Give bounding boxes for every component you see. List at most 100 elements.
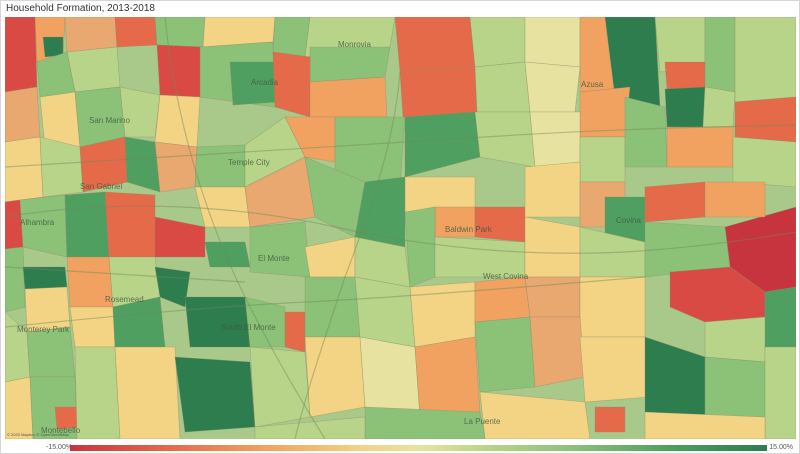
tract[interactable] <box>524 216 581 278</box>
tract[interactable] <box>5 136 44 203</box>
tract[interactable] <box>404 206 436 288</box>
tract[interactable] <box>272 17 311 58</box>
place-label-monterey-park: Monterey Park <box>17 325 70 334</box>
place-label-rosemead: Rosemead <box>105 295 144 304</box>
tract[interactable] <box>69 306 116 348</box>
place-label-alhambra: Alhambra <box>20 218 55 227</box>
tract[interactable] <box>184 296 251 348</box>
tract-layer[interactable] <box>5 17 796 439</box>
tract[interactable] <box>529 316 586 388</box>
tract[interactable] <box>734 96 796 143</box>
choropleth-map[interactable]: Monrovia Arcadia Azusa Alhambra San Gabr… <box>5 17 796 439</box>
tract[interactable] <box>272 51 311 118</box>
tract[interactable] <box>704 316 766 363</box>
tract[interactable] <box>5 376 34 439</box>
tract[interactable] <box>474 276 531 323</box>
tract[interactable] <box>5 17 38 93</box>
tract[interactable] <box>594 406 626 433</box>
place-label-covina: Covina <box>616 216 641 225</box>
tract[interactable] <box>734 17 796 103</box>
tract[interactable] <box>579 336 651 403</box>
tract[interactable] <box>154 141 198 193</box>
tract[interactable] <box>704 181 766 218</box>
tract[interactable] <box>469 17 526 68</box>
tract[interactable] <box>174 356 256 433</box>
place-label-san-marino: San Marino <box>89 116 130 125</box>
map-attribution: © 2020 Mapbox © OpenStreetMap <box>7 432 69 437</box>
tract[interactable] <box>114 17 158 48</box>
place-label-la-puente: La Puente <box>464 417 501 426</box>
tract[interactable] <box>204 241 251 268</box>
tract[interactable] <box>704 356 766 418</box>
tract[interactable] <box>524 61 581 113</box>
tract[interactable] <box>309 46 391 83</box>
tract[interactable] <box>154 216 206 258</box>
tract[interactable] <box>644 411 766 439</box>
road-layer <box>5 17 796 439</box>
tract[interactable] <box>194 186 251 228</box>
tract[interactable] <box>414 336 481 418</box>
tract[interactable] <box>42 36 64 58</box>
tract[interactable] <box>764 346 796 439</box>
tract[interactable] <box>664 61 706 90</box>
place-label-west-covina: West Covina <box>483 272 529 281</box>
place-label-montebello: Montebello <box>41 426 81 435</box>
tract[interactable] <box>154 266 191 308</box>
color-legend: -15.00% 15.00% <box>46 442 793 454</box>
tract[interactable] <box>474 61 531 113</box>
tract[interactable] <box>624 96 668 168</box>
tract[interactable] <box>644 181 706 223</box>
legend-gradient-bar <box>70 445 767 451</box>
place-label-temple-city: Temple City <box>228 158 270 167</box>
tract[interactable] <box>666 126 734 168</box>
place-label-el-monte: El Monte <box>258 254 290 263</box>
page-title: Household Formation, 2013-2018 <box>6 3 155 14</box>
tract[interactable] <box>114 346 181 439</box>
tract[interactable] <box>249 221 311 278</box>
place-label-san-gabriel: San Gabriel <box>80 182 122 191</box>
tract[interactable] <box>154 17 206 48</box>
tract[interactable] <box>156 44 204 98</box>
tract[interactable] <box>529 111 581 168</box>
tract[interactable] <box>26 326 76 378</box>
tract[interactable] <box>5 86 41 143</box>
tract[interactable] <box>399 66 478 118</box>
tract[interactable] <box>702 86 736 128</box>
legend-max-label: 15.00% <box>769 444 793 451</box>
tract[interactable] <box>732 136 796 188</box>
tract[interactable] <box>74 346 121 439</box>
tract[interactable] <box>579 276 646 338</box>
tract[interactable] <box>304 276 361 338</box>
tract[interactable] <box>479 391 591 439</box>
tract[interactable] <box>304 336 366 418</box>
tract[interactable] <box>66 46 121 93</box>
tract[interactable] <box>64 17 118 53</box>
legend-min-label: -15.00% <box>46 444 73 451</box>
tract[interactable] <box>354 276 416 348</box>
tract[interactable] <box>284 311 306 353</box>
tract[interactable] <box>119 86 161 138</box>
map-svg[interactable]: Monrovia Arcadia Azusa Alhambra San Gabr… <box>5 17 796 439</box>
tract[interactable] <box>64 191 110 258</box>
tract[interactable] <box>474 316 536 393</box>
tract[interactable] <box>664 86 706 128</box>
tract[interactable] <box>104 191 156 258</box>
place-labels: Monrovia Arcadia Azusa Alhambra San Gabr… <box>17 40 641 435</box>
tract[interactable] <box>5 246 26 313</box>
tract[interactable] <box>154 94 201 148</box>
tract[interactable] <box>704 17 736 93</box>
tract[interactable] <box>434 236 526 278</box>
tract[interactable] <box>359 336 421 418</box>
tract[interactable] <box>39 136 84 198</box>
tract[interactable] <box>254 416 366 439</box>
place-label-arcadia: Arcadia <box>251 78 279 87</box>
tract[interactable] <box>764 286 796 348</box>
tract[interactable] <box>524 161 581 218</box>
tract[interactable] <box>524 17 581 68</box>
place-label-baldwin-park: Baldwin Park <box>445 225 493 234</box>
place-label-south-el-monte: South El Monte <box>221 323 276 332</box>
tract[interactable] <box>309 76 388 118</box>
tract[interactable] <box>579 136 626 183</box>
tract[interactable] <box>394 17 476 73</box>
